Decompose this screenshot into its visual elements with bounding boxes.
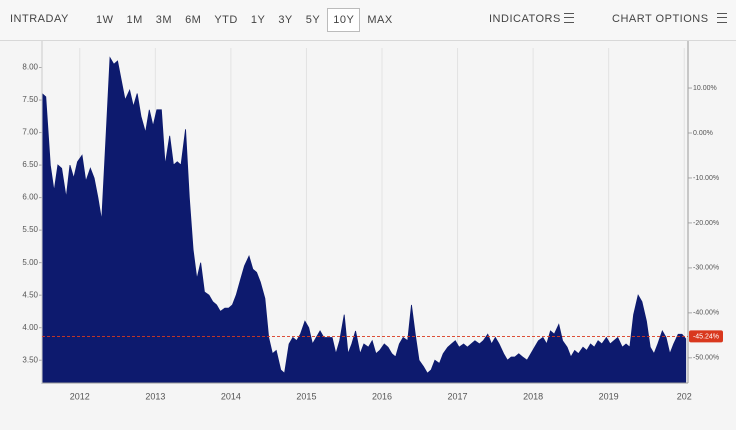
intraday-button[interactable]: INTRADAY — [10, 13, 69, 25]
x-tick-label: 2013 — [145, 391, 165, 401]
x-tick-label: 2012 — [70, 391, 90, 401]
x-tick-label: 2019 — [599, 391, 619, 401]
range-button[interactable]: YTD — [214, 14, 238, 26]
y2-tick-label: -10.00% — [693, 175, 719, 182]
x-tick-label: 202 — [677, 391, 692, 401]
chart-options-label: CHART OPTIONS — [612, 13, 709, 25]
y2-tick-label: 10.00% — [693, 85, 717, 92]
price-area — [41, 56, 687, 384]
indicators-button[interactable]: INDICATORS — [489, 13, 574, 25]
reference-badge — [689, 330, 723, 343]
y2-tick-label: 0.00% — [693, 130, 713, 137]
y-tick-label: 3.50 — [22, 355, 38, 364]
range-button[interactable]: 3M — [155, 14, 173, 26]
y2-tick-label: -40.00% — [693, 310, 719, 317]
y-tick-label: 4.00 — [22, 323, 38, 332]
toolbar: INTRADAY 1W 1M 3M 6M YTD 1Y 3Y 5Y 10Y MAX INDICAT… — [0, 0, 736, 41]
range-button[interactable]: 6M — [185, 14, 202, 26]
y2-tick-label: -20.00% — [693, 220, 719, 227]
range-button[interactable]: 1M — [126, 14, 143, 26]
chart-options-button[interactable]: CHART OPTIONS — [612, 13, 727, 25]
range-button[interactable]: 5Y — [305, 14, 321, 26]
y-tick-label: 7.00 — [22, 128, 38, 137]
x-tick-label: 2018 — [523, 391, 543, 401]
x-tick-label: 2015 — [296, 391, 316, 401]
range-button[interactable]: 3Y — [278, 14, 293, 26]
x-tick-label: 2014 — [221, 391, 241, 401]
y2-tick-label: -50.00% — [693, 355, 719, 362]
y-tick-label: 8.00 — [22, 63, 38, 72]
x-tick-label: 2017 — [448, 391, 468, 401]
y-tick-label: 5.00 — [22, 258, 38, 267]
range-button[interactable]: MAX — [367, 14, 393, 26]
range-buttons: 1W 1M 3M 6M YTD 1Y 3Y 5Y 10Y MAX — [90, 8, 400, 32]
y-tick-label: 4.50 — [22, 290, 38, 299]
y-tick-label: 7.50 — [22, 95, 38, 104]
menu-icon — [563, 13, 574, 23]
range-button[interactable]: 1W — [96, 14, 114, 26]
y-tick-label: 5.50 — [22, 225, 38, 234]
x-tick-label: 2016 — [372, 391, 392, 401]
reference-label: -45.24% — [693, 333, 719, 340]
menu-icon — [716, 13, 727, 23]
range-button[interactable]: 1Y — [250, 14, 266, 26]
y2-tick-label: -30.00% — [693, 265, 719, 272]
y-tick-label: 6.50 — [22, 160, 38, 169]
range-button[interactable]: 10Y — [327, 8, 361, 32]
y-tick-label: 6.00 — [22, 193, 38, 202]
indicators-label: INDICATORS — [489, 13, 561, 25]
